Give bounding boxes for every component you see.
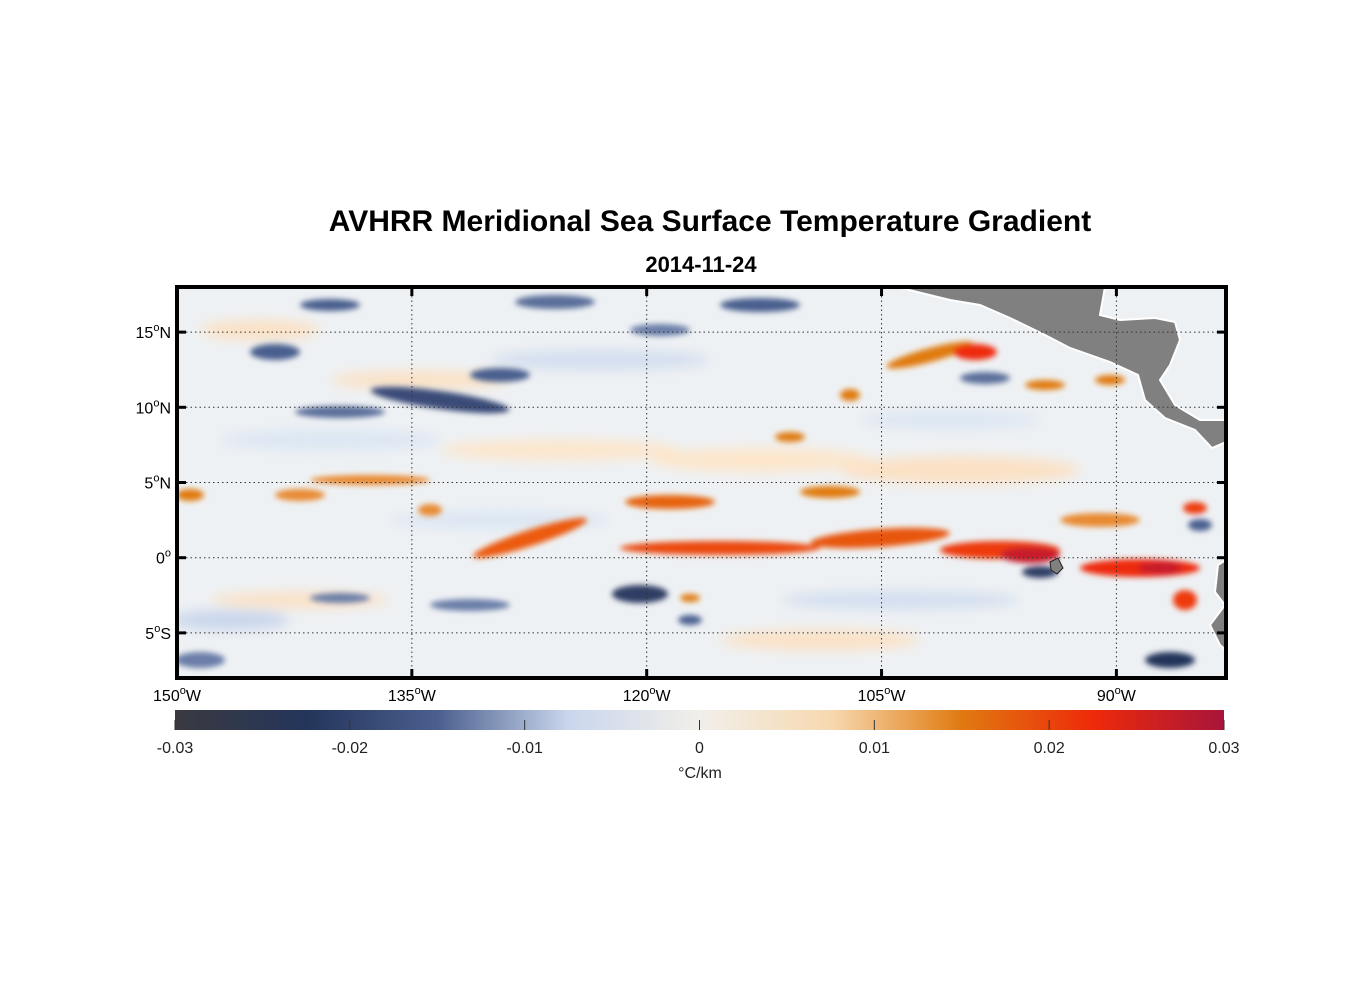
lon-tick-label: 105oW <box>858 685 907 705</box>
lat-tick-label: 5oS <box>145 623 171 643</box>
colorbar-unit-label: °C/km <box>678 765 722 782</box>
galapagos-islands <box>1049 557 1064 575</box>
lat-tick-label: 5oN <box>144 473 171 493</box>
colorbar-tick-label: 0.03 <box>1208 740 1240 757</box>
lat-tick-label: 10oN <box>136 397 171 417</box>
lat-tick-label: 0o <box>156 548 171 568</box>
colorbar-tick-label: -0.02 <box>331 740 369 757</box>
colorbar-tick-label: 0 <box>695 740 704 757</box>
gradient-field <box>177 287 1226 678</box>
chart-subtitle: 2014-11-24 <box>645 252 757 277</box>
axis-ticks: 150oW 135oW 120oW 105oW 90oW 15oN 10oN 5oN 0o 5oS <box>136 287 1226 705</box>
colorbar-tick-label: -0.01 <box>506 740 543 757</box>
colorbar-ticks <box>174 720 1225 730</box>
colorbar-tick-label: -0.03 <box>156 740 194 757</box>
graticule <box>177 287 1226 678</box>
lon-tick-label: 120oW <box>623 685 672 705</box>
lon-tick-label: 150oW <box>153 685 202 705</box>
lon-tick-label: 90oW <box>1097 685 1137 705</box>
colorbar-tick-label: 0.01 <box>858 740 890 757</box>
lon-tick-label: 135oW <box>388 685 437 705</box>
lat-tick-label: 15oN <box>136 322 171 342</box>
land-central-america <box>896 287 1226 450</box>
colorbar-tick-label: 0.02 <box>1033 740 1065 757</box>
chart-title: AVHRR Meridional Sea Surface Temperature… <box>328 205 1092 238</box>
